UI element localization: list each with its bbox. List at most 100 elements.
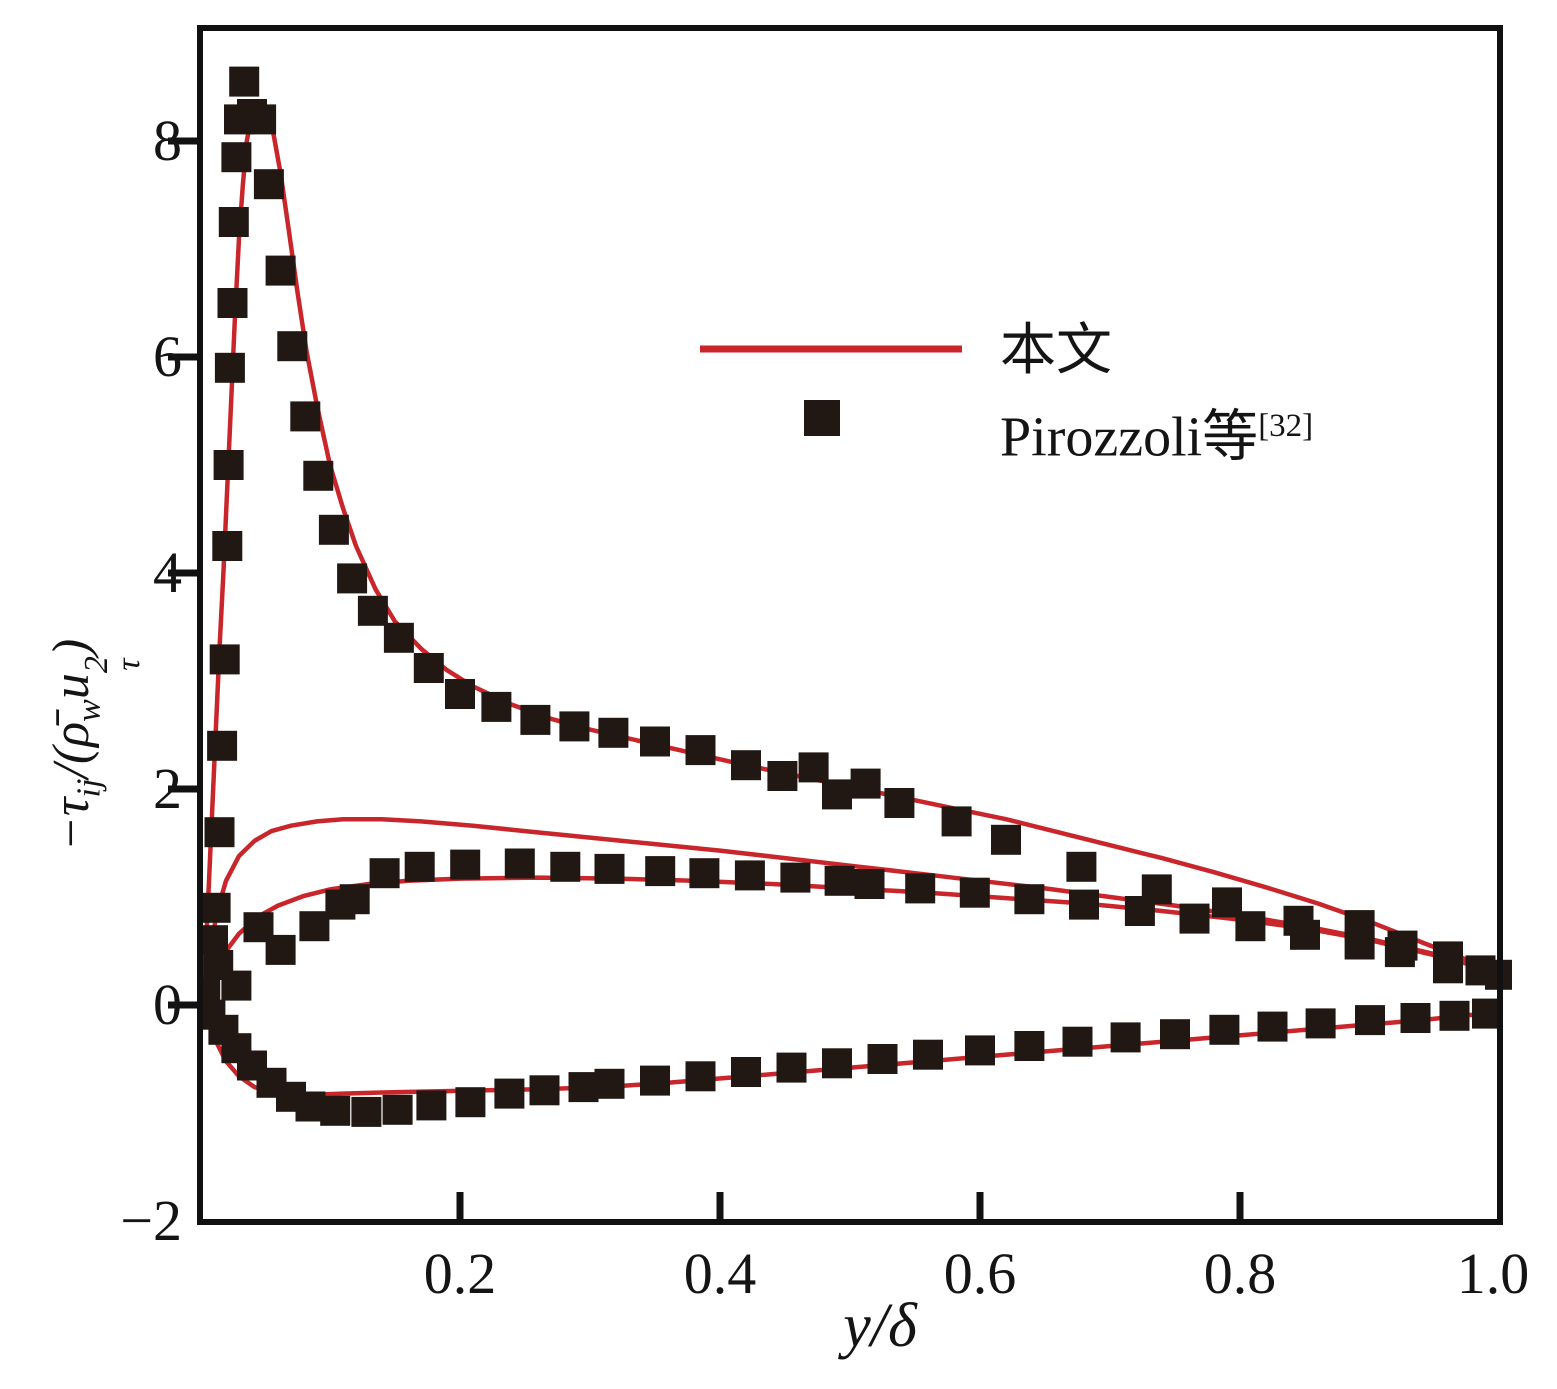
marker-tau12-data (1305, 1008, 1336, 1039)
marker-tau12-data (1110, 1022, 1141, 1053)
marker-tau11-data (767, 761, 798, 791)
marker-tau22-data (1344, 929, 1375, 960)
curve-tau11-line (201, 100, 1503, 986)
marker-tau12-data (776, 1052, 807, 1083)
marker-tau22-data (780, 862, 811, 893)
marker-tau12-data (1014, 1031, 1045, 1061)
y-tick-label-6: 6 (153, 324, 182, 389)
x-tick-label-0.8: 0.8 (1203, 1241, 1277, 1306)
marker-tau11-data (200, 892, 231, 923)
marker-tau11-data (357, 595, 388, 626)
marker-tau11-data (217, 288, 248, 318)
x-tick-label-1.0: 1.0 (1456, 1241, 1530, 1306)
marker-tau12-data (822, 1048, 852, 1079)
marker-tau12-data (320, 1095, 351, 1126)
marker-tau22-data (734, 860, 765, 891)
marker-tau12-data (494, 1078, 525, 1109)
ylabel-slash-open: /( (43, 746, 100, 779)
marker-tau11-data (941, 806, 972, 837)
marker-tau11-data (481, 691, 512, 722)
marker-tau22-data (504, 848, 535, 879)
ylabel-close-paren: ) (43, 638, 100, 657)
y-tick-label-4: 4 (153, 540, 182, 605)
markers-layer (200, 66, 1512, 1127)
legend (700, 345, 962, 436)
marker-tau11-data (218, 207, 249, 237)
ylabel-u: u (43, 673, 100, 700)
ylabel-sub-tau: τ (109, 658, 147, 671)
marker-tau22-data (550, 851, 581, 882)
marker-tau11-data (731, 750, 761, 781)
marker-tau12-data (382, 1094, 413, 1125)
legend-label-pirozzoli-citation: [32] (1258, 408, 1314, 444)
marker-tau22-data (1069, 889, 1099, 920)
marker-tau11-data (290, 401, 321, 432)
marker-tau22-data (404, 851, 435, 882)
marker-tau22-data (959, 877, 990, 908)
marker-tau12-data (455, 1087, 486, 1118)
ylabel-sup-2: 2 (77, 656, 115, 674)
marker-tau11-data (221, 142, 252, 173)
marker-tau11-data (229, 66, 260, 97)
marker-tau22-data (594, 853, 625, 884)
marker-tau22-data (369, 858, 400, 889)
marker-tau12-data (568, 1072, 599, 1103)
marker-tau11-data (253, 169, 284, 200)
marker-tau11-data (213, 450, 244, 480)
ylabel-minus-tau: −τ (43, 797, 100, 852)
ylabel-rho-bar: ρ̄ (43, 721, 100, 747)
marker-tau11-data (413, 653, 444, 683)
marker-tau12-data (685, 1061, 716, 1092)
legend-square-swatch (804, 400, 840, 436)
marker-tau12-data (1062, 1026, 1093, 1057)
y-tick-label-m2: −2 (120, 1188, 182, 1253)
marker-tau22-data (824, 865, 855, 896)
marker-tau12-data (640, 1065, 670, 1096)
marker-tau11-data (445, 679, 475, 709)
marker-tau22-data (689, 858, 720, 889)
marker-tau11-data (265, 255, 296, 286)
marker-tau22-data (905, 873, 936, 904)
marker-tau12-data (867, 1044, 898, 1074)
legend-label-pirozzoli-text: Pirozzoli等 (1000, 406, 1259, 469)
marker-tau22-data (450, 849, 481, 880)
marker-tau11-data (822, 779, 852, 810)
marker-tau12-data (351, 1096, 382, 1127)
marker-tau12-data (594, 1068, 625, 1099)
marker-tau12-data (1439, 1000, 1470, 1031)
marker-tau11-data (214, 352, 245, 383)
marker-tau11-data (204, 817, 235, 848)
marker-tau11-data (685, 735, 716, 766)
marker-tau12-data (1355, 1005, 1385, 1036)
marker-tau22-data (1179, 903, 1210, 934)
x-axis-title: y/δ (843, 1292, 917, 1360)
marker-tau11-data (246, 104, 277, 135)
marker-tau11-data (991, 824, 1021, 855)
marker-tau11-data (520, 704, 551, 735)
marker-tau22-data (1433, 953, 1463, 984)
y-tick-label-2: 2 (153, 756, 182, 821)
marker-tau22-data (1384, 937, 1415, 968)
marker-tau11-data (212, 531, 243, 561)
marker-tau11-data (1066, 851, 1097, 882)
marker-tau12-data (731, 1057, 761, 1087)
legend-label-this-paper: 本文 (1000, 318, 1112, 384)
marker-tau11-data (207, 730, 238, 761)
marker-tau11-data (303, 460, 334, 491)
y-tick-label-0: 0 (153, 972, 182, 1037)
marker-tau12-data (965, 1035, 995, 1066)
ylabel-sub-ij: ij (70, 778, 108, 798)
axes-layer (168, 25, 1503, 1225)
marker-tau11-data (640, 726, 670, 757)
marker-tau11-data (383, 622, 414, 653)
marker-tau22-data (265, 934, 296, 965)
marker-tau11-data (798, 752, 829, 783)
marker-tau22-data (339, 884, 370, 915)
marker-tau12-data (1257, 1011, 1288, 1042)
legend-label-this-paper-text: 本文 (1000, 320, 1112, 382)
x-tick-label-0.6: 0.6 (943, 1241, 1017, 1306)
marker-tau22-data (854, 869, 885, 899)
marker-tau22-data (1124, 896, 1155, 926)
